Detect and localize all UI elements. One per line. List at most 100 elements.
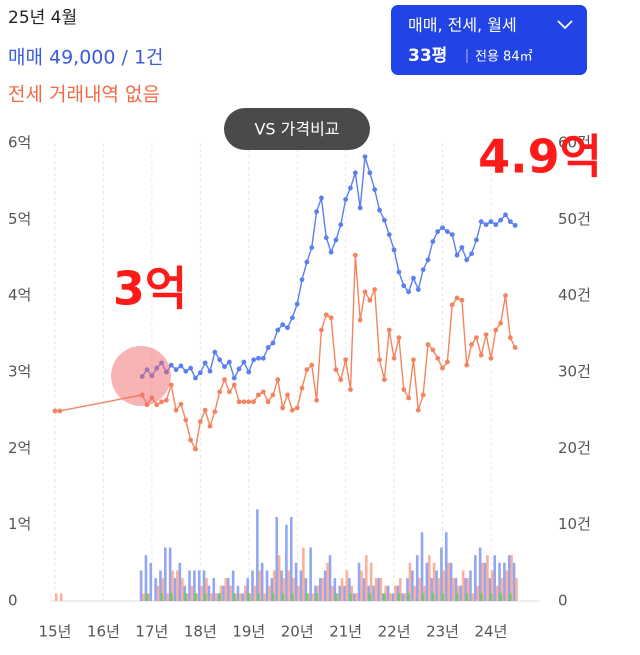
compare-bg[interactable] bbox=[224, 108, 370, 150]
count-bar bbox=[326, 562, 329, 601]
price-dot bbox=[207, 423, 213, 429]
count-bar bbox=[374, 578, 378, 601]
count-bar bbox=[202, 570, 206, 601]
price-dot bbox=[304, 367, 310, 373]
filter-button[interactable]: 매매, 전세, 월세 33평 전용 84㎡ bbox=[391, 5, 587, 75]
count-bar bbox=[452, 578, 455, 601]
price-dot bbox=[367, 297, 373, 303]
count-bar bbox=[233, 593, 236, 601]
price-dot bbox=[280, 405, 286, 411]
count-bar bbox=[294, 562, 298, 601]
y2-tick-label: 30건 bbox=[558, 363, 591, 381]
count-bar bbox=[272, 570, 276, 601]
count-bar bbox=[408, 562, 412, 601]
size-pyeong[interactable]: 33평 bbox=[408, 46, 447, 66]
price-dot bbox=[449, 302, 455, 308]
count-bar bbox=[357, 562, 361, 601]
price-dot bbox=[425, 257, 431, 263]
count-bar bbox=[474, 555, 477, 601]
count-bar bbox=[345, 570, 349, 601]
count-bar bbox=[442, 570, 446, 601]
count-bar bbox=[55, 593, 58, 601]
count-bar bbox=[170, 593, 173, 601]
price-dot bbox=[260, 389, 266, 395]
compare-label[interactable]: VS 가격비교 bbox=[254, 120, 339, 139]
count-bar bbox=[488, 578, 492, 601]
count-bar bbox=[483, 562, 487, 601]
count-bar bbox=[160, 593, 163, 601]
price-dot bbox=[265, 345, 271, 350]
count-bar bbox=[277, 555, 281, 601]
count-bar bbox=[432, 562, 436, 601]
count-bar bbox=[214, 593, 218, 601]
price-dot bbox=[381, 217, 387, 223]
count-bar bbox=[218, 593, 222, 601]
x-tick-label: 19년 bbox=[232, 623, 265, 641]
count-bar bbox=[297, 585, 300, 601]
count-bar bbox=[292, 578, 295, 601]
count-bar bbox=[352, 593, 356, 601]
price-dot bbox=[411, 275, 416, 281]
y-tick-label: 0 bbox=[8, 592, 18, 610]
price-dot bbox=[333, 367, 339, 373]
price-dot bbox=[435, 355, 441, 361]
count-bar bbox=[398, 578, 402, 601]
count-bar bbox=[210, 593, 213, 601]
price-dot bbox=[212, 409, 218, 415]
count-bar bbox=[207, 585, 211, 601]
count-bar bbox=[142, 593, 145, 601]
count-bar bbox=[430, 578, 434, 601]
count-bar bbox=[449, 562, 453, 601]
count-bar bbox=[418, 578, 421, 601]
count-bar bbox=[466, 578, 470, 601]
price-dot bbox=[217, 389, 223, 395]
y2-tick-label: 0 bbox=[558, 592, 568, 610]
price-dot bbox=[464, 362, 470, 368]
filter-bg[interactable] bbox=[391, 5, 587, 75]
price-dot bbox=[241, 399, 247, 405]
count-bar bbox=[403, 593, 407, 601]
size-area[interactable]: 전용 84㎡ bbox=[475, 50, 533, 65]
price-dot bbox=[401, 387, 407, 392]
count-bar bbox=[437, 578, 441, 601]
count-bar bbox=[260, 562, 264, 601]
price-dot bbox=[343, 197, 349, 202]
count-bar bbox=[499, 593, 503, 601]
count-bar bbox=[507, 555, 511, 601]
count-bar bbox=[205, 578, 208, 601]
deal-types[interactable]: 매매, 전세, 월세 bbox=[408, 16, 517, 35]
price-dot bbox=[256, 355, 261, 361]
count-bar bbox=[258, 570, 262, 601]
count-bar bbox=[159, 570, 162, 601]
price-dot bbox=[222, 364, 227, 370]
price-line bbox=[55, 255, 516, 452]
count-bar bbox=[226, 578, 230, 601]
count-bar bbox=[263, 593, 266, 601]
count-bar bbox=[289, 517, 293, 601]
count-bar bbox=[493, 555, 497, 601]
count-bar bbox=[246, 578, 249, 601]
count-bar bbox=[377, 578, 380, 601]
price-dot bbox=[420, 392, 426, 398]
count-bar bbox=[360, 570, 363, 601]
count-bar bbox=[464, 578, 467, 601]
price-dot bbox=[411, 357, 416, 363]
compare-button[interactable]: VS 가격비교 bbox=[224, 108, 370, 150]
y2-tick-label: 40건 bbox=[558, 286, 591, 304]
count-bar bbox=[321, 578, 325, 601]
price-dot bbox=[464, 257, 470, 263]
count-bar bbox=[231, 570, 235, 601]
count-bar bbox=[282, 578, 286, 601]
price-dot bbox=[357, 205, 363, 211]
price-dot bbox=[231, 375, 237, 381]
price-dot bbox=[246, 399, 252, 405]
price-dot bbox=[488, 355, 494, 361]
price-dot bbox=[474, 237, 479, 243]
chevron[interactable] bbox=[557, 20, 573, 30]
count-bar bbox=[510, 555, 513, 601]
count-bar bbox=[500, 578, 504, 601]
price-dot bbox=[503, 212, 508, 218]
price-dot bbox=[454, 252, 460, 258]
x-tick-label: 24년 bbox=[475, 623, 508, 641]
price-dot bbox=[391, 247, 397, 253]
